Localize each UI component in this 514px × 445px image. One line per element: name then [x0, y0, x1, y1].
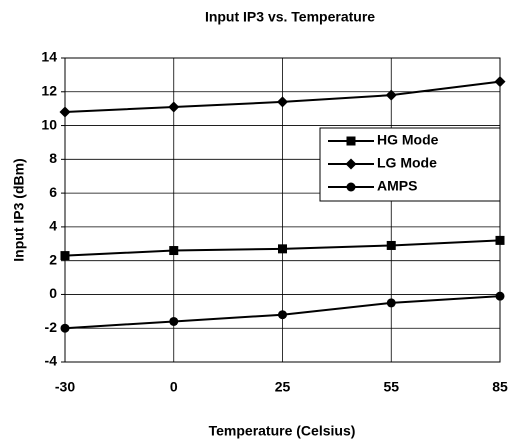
marker-diamond	[494, 76, 506, 88]
marker-square	[346, 136, 356, 146]
chart-title: Input IP3 vs. Temperature	[205, 9, 375, 25]
y-tick-label: 0	[49, 285, 57, 301]
marker-circle	[278, 310, 287, 320]
marker-square	[386, 240, 396, 250]
marker-circle	[60, 323, 70, 333]
marker-diamond	[385, 89, 397, 101]
y-tick-label: -2	[45, 319, 58, 335]
marker-diamond	[59, 106, 71, 118]
y-tick-label: 12	[41, 82, 57, 98]
x-tick-label: 85	[492, 379, 508, 395]
marker-diamond	[345, 158, 357, 170]
y-tick-label: 4	[49, 218, 57, 234]
marker-diamond	[277, 96, 288, 108]
y-tick-label: 8	[49, 150, 57, 166]
legend-label: HG Mode	[377, 132, 439, 148]
x-tick-label: -30	[55, 379, 75, 395]
legend-label: LG Mode	[377, 155, 437, 171]
y-tick-label: -4	[45, 353, 58, 369]
marker-circle	[386, 298, 396, 308]
marker-square	[495, 235, 505, 245]
y-tick-label: 14	[41, 49, 57, 65]
marker-circle	[169, 316, 179, 326]
marker-circle	[495, 291, 505, 301]
x-tick-label: 25	[275, 379, 291, 395]
marker-diamond	[168, 101, 180, 113]
y-tick-label: 6	[49, 184, 57, 200]
x-axis-label: Temperature (Celsius)	[209, 423, 356, 439]
y-tick-label: 10	[41, 116, 57, 132]
marker-circle	[346, 182, 356, 192]
y-axis-label: Input IP3 (dBm)	[11, 158, 27, 261]
marker-square	[60, 251, 70, 261]
x-tick-label: 0	[170, 379, 178, 395]
legend-label: AMPS	[377, 178, 417, 194]
x-tick-label: 55	[383, 379, 399, 395]
marker-square	[169, 246, 179, 256]
y-tick-label: 2	[49, 251, 57, 267]
marker-square	[278, 244, 287, 254]
